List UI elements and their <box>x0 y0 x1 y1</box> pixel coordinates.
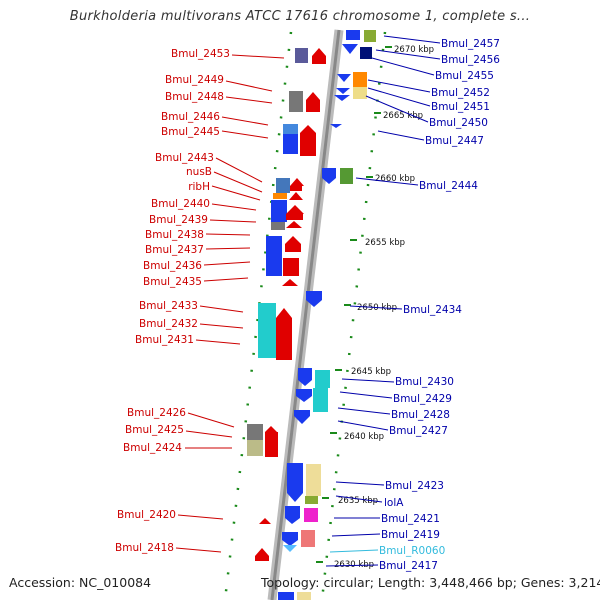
kbp-label: 2655 kbp <box>365 238 405 248</box>
gene-label[interactable]: Bmul_2425 <box>125 424 184 436</box>
gene-label[interactable]: ribH <box>188 181 210 193</box>
gene-label[interactable]: Bmul_2438 <box>145 229 204 241</box>
gene-label[interactable]: Bmul_2431 <box>135 334 194 346</box>
left-gene-labels: Bmul_2453 Bmul_2449 Bmul_2448 Bmul_2446 … <box>115 48 230 554</box>
kbp-label: 2670 kbp <box>394 45 434 55</box>
genome-summary: Topology: circular; Length: 3,448,466 bp… <box>261 575 600 590</box>
right-leader-lines <box>325 35 441 567</box>
gene-label[interactable]: Bmul_2433 <box>139 300 198 312</box>
gene-label[interactable]: nusB <box>186 166 212 178</box>
gene-label[interactable]: Bmul_2455 <box>435 70 494 82</box>
gene-label[interactable]: Bmul_2428 <box>391 409 450 421</box>
gene-label[interactable]: Bmul_2439 <box>149 214 208 226</box>
right-gene-labels: Bmul_2457 Bmul_2456 Bmul_2455 Bmul_2452 … <box>379 38 500 572</box>
gene-label[interactable]: Bmul_2440 <box>151 198 210 210</box>
kbp-label: 2665 kbp <box>383 111 423 121</box>
gene-label[interactable]: Bmul_2418 <box>115 542 174 554</box>
gene-label[interactable]: Bmul_2420 <box>117 509 176 521</box>
kbp-label: 2660 kbp <box>375 174 415 184</box>
gene-label[interactable]: Bmul_2434 <box>403 304 462 316</box>
kbp-label: 2640 kbp <box>344 432 384 442</box>
gene-label[interactable]: Bmul_2436 <box>143 260 202 272</box>
forward-strand-genes <box>278 30 376 600</box>
gene-label[interactable]: Bmul_2419 <box>381 529 440 541</box>
gene-label[interactable]: Bmul_2435 <box>143 276 202 288</box>
gene-label[interactable]: Bmul_2453 <box>171 48 230 60</box>
strand-guides <box>223 31 387 600</box>
gene-label[interactable]: Bmul_2430 <box>395 376 454 388</box>
rna-label[interactable]: Bmul_R0060 <box>379 545 445 557</box>
kbp-label: 2635 kbp <box>338 496 378 506</box>
gene-label[interactable]: Bmul_2452 <box>431 87 490 99</box>
gene-label[interactable]: Bmul_2447 <box>425 135 484 147</box>
gene-label[interactable]: Bmul_2444 <box>419 180 478 192</box>
gene-label[interactable]: Bmul_2450 <box>429 117 488 129</box>
gene-label[interactable]: Bmul_2449 <box>165 74 224 86</box>
gene-label[interactable]: Bmul_2427 <box>389 425 448 437</box>
map-title: Burkholderia multivorans ATCC 17616 chro… <box>69 9 531 24</box>
kbp-ticks <box>316 46 392 563</box>
left-leader-lines <box>175 54 285 553</box>
gene-label[interactable]: lolA <box>384 497 404 509</box>
reverse-strand-genes <box>247 48 326 561</box>
kbp-label: 2645 kbp <box>351 367 391 377</box>
gene-label[interactable]: Bmul_2424 <box>123 442 182 454</box>
gene-label[interactable]: Bmul_2437 <box>145 244 204 256</box>
gene-label[interactable]: Bmul_2457 <box>441 38 500 50</box>
gene-label[interactable]: Bmul_2445 <box>161 126 220 138</box>
gene-label[interactable]: Bmul_2426 <box>127 407 186 419</box>
gene-label[interactable]: Bmul_2421 <box>381 513 440 525</box>
gene-label[interactable]: Bmul_2448 <box>165 91 224 103</box>
gene-label[interactable]: Bmul_2443 <box>155 152 214 164</box>
gene-label[interactable]: Bmul_2432 <box>139 318 198 330</box>
gene-label[interactable]: Bmul_2423 <box>385 480 444 492</box>
gene-label[interactable]: Bmul_2446 <box>161 111 220 123</box>
gene-label[interactable]: Bmul_2417 <box>379 560 438 572</box>
gene-label[interactable]: Bmul_2451 <box>431 101 490 113</box>
gene-label[interactable]: Bmul_2429 <box>393 393 452 405</box>
accession-text: Accession: NC_010084 <box>9 575 152 590</box>
gene-label[interactable]: Bmul_2456 <box>441 54 500 66</box>
